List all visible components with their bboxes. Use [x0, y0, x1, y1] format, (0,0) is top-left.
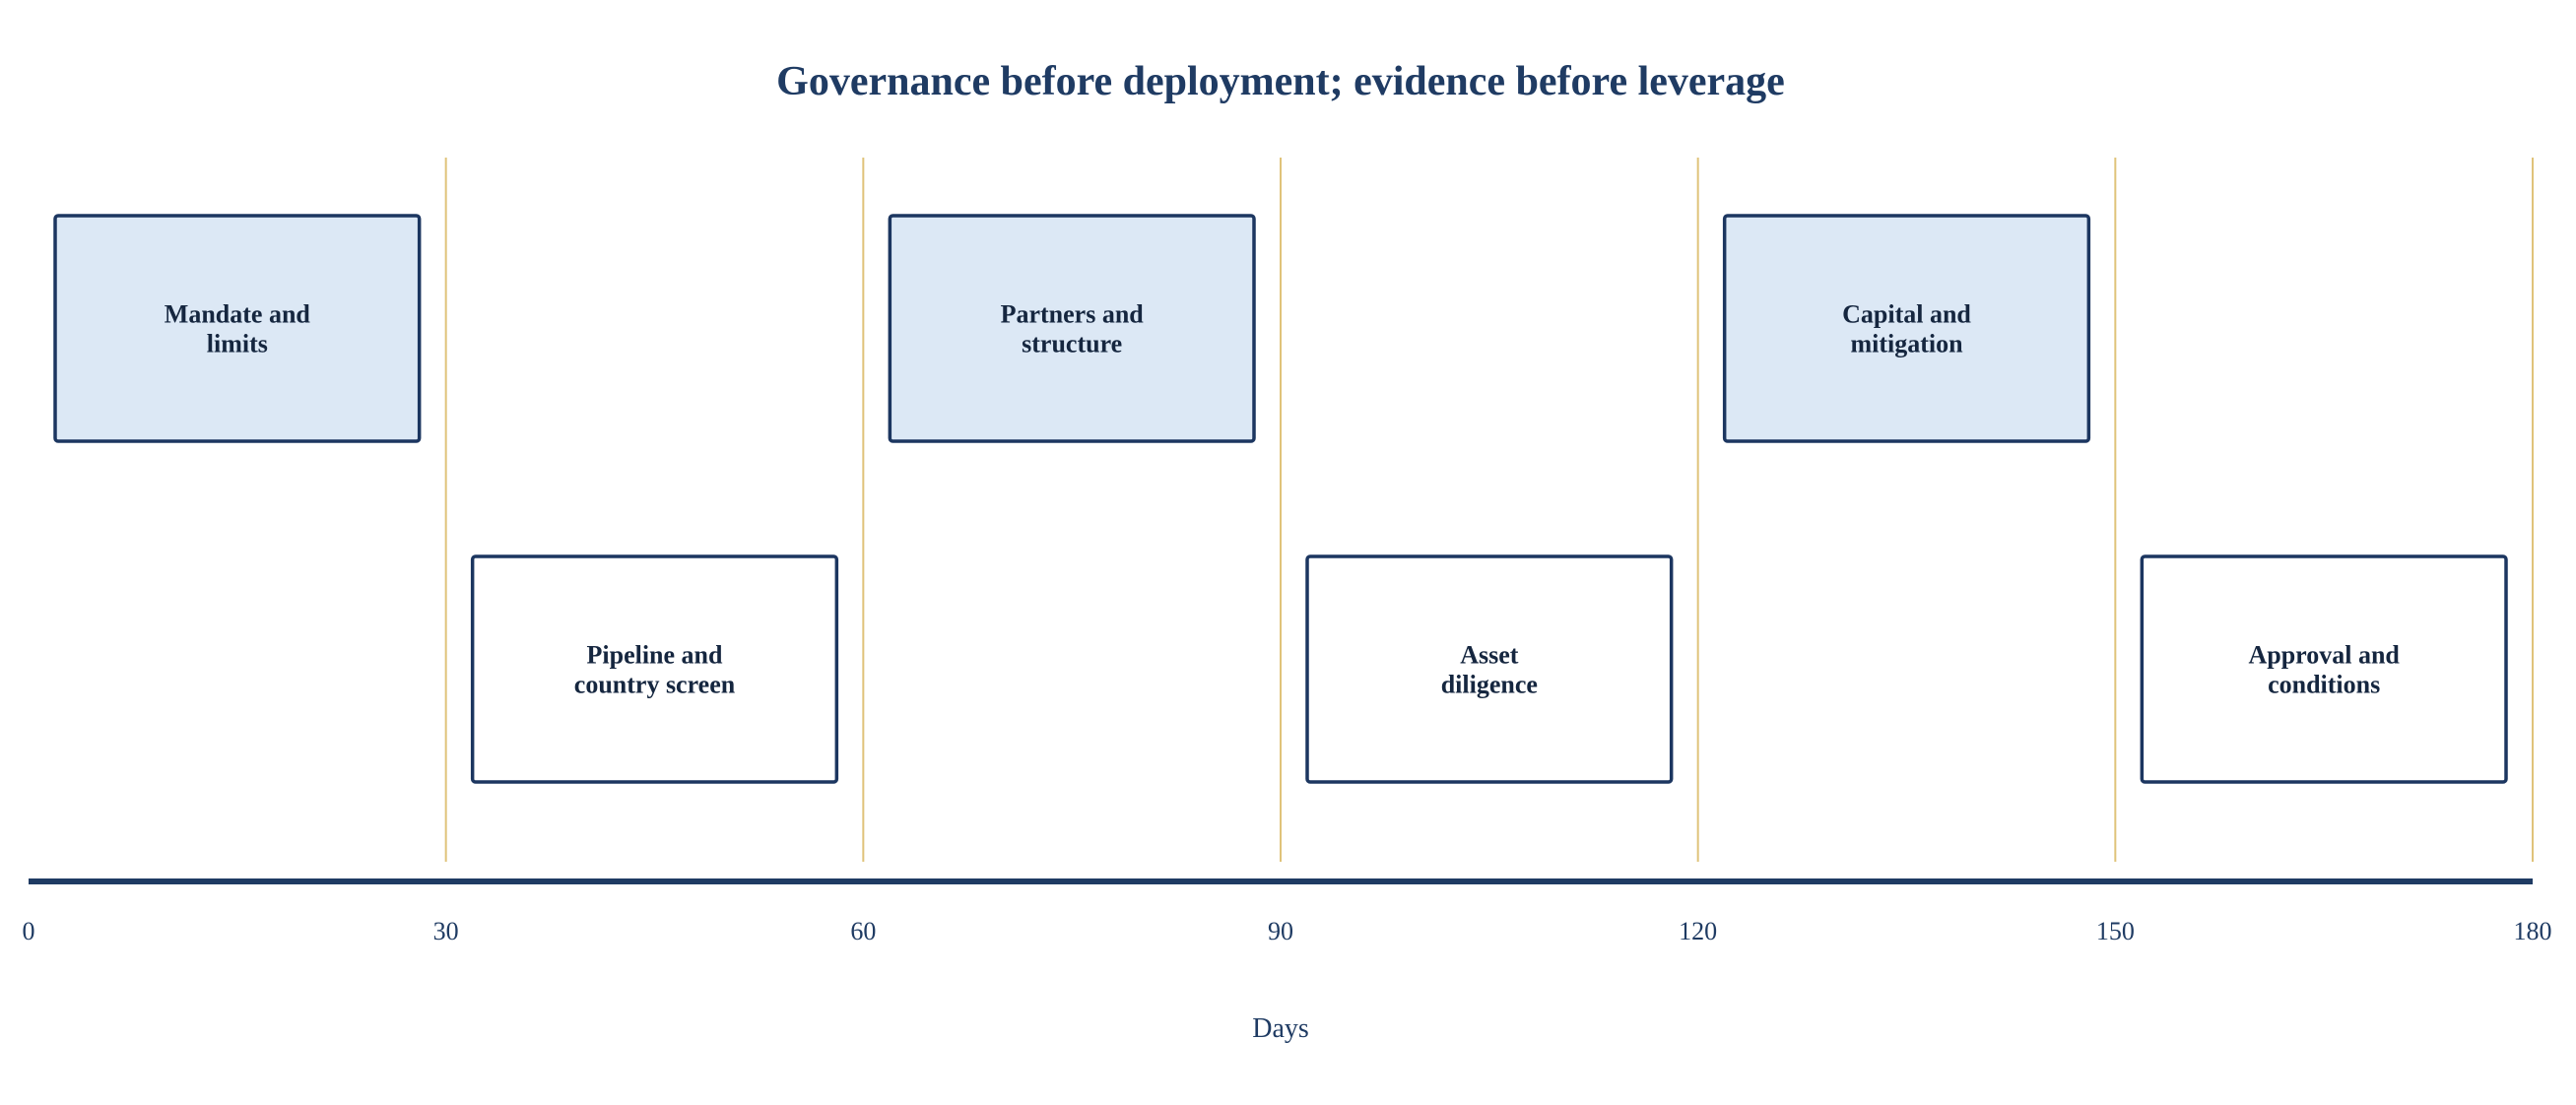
phase-label-line: limits: [207, 330, 268, 358]
x-tick-label: 150: [2096, 917, 2135, 945]
phase-dividers: [444, 158, 2534, 862]
x-tick-label: 60: [850, 917, 876, 945]
phase-label: Approval and conditions: [2248, 641, 2400, 699]
chart-title: Governance before deployment; evidence b…: [776, 59, 1785, 104]
phase-box: Mandate and limits: [53, 214, 422, 443]
phase-rect: [1305, 554, 1674, 784]
phase-rect: [1722, 214, 2091, 443]
phase-label-line: structure: [1022, 330, 1122, 358]
phase-box: Capital and mitigation: [1722, 214, 2091, 443]
phase-label-line: conditions: [2268, 671, 2380, 699]
x-tick-label: 30: [433, 917, 459, 945]
phase-label: Capital and mitigation: [1842, 300, 1971, 358]
phase-box: Partners and structure: [888, 214, 1256, 443]
phase-box: Pipeline and country screen: [470, 554, 839, 784]
x-axis-tick-labels: 0 30 60 90 120 150 180: [23, 917, 2552, 945]
phase-label-line: Approval and: [2248, 641, 2400, 670]
phase-rect: [53, 214, 422, 443]
phase-label-line: mitigation: [1850, 330, 1963, 358]
phase-label: Mandate and limits: [165, 300, 311, 358]
phase-label-line: Capital and: [1842, 300, 1971, 329]
phase-label-line: Pipeline and: [587, 641, 724, 670]
x-tick-label: 0: [23, 917, 35, 945]
x-tick-label: 120: [1679, 917, 1717, 945]
phase-label-line: country screen: [574, 671, 736, 699]
phase-label-line: Partners and: [1001, 300, 1145, 329]
phase-label: Asset diligence: [1441, 641, 1538, 699]
x-tick-label: 90: [1268, 917, 1293, 945]
phase-rect: [470, 554, 839, 784]
x-axis-label: Days: [1252, 1013, 1309, 1044]
phase-label: Partners and structure: [1001, 300, 1145, 358]
phase-label-line: Asset: [1460, 641, 1519, 670]
phase-label: Pipeline and country screen: [574, 641, 736, 699]
phase-label-line: Mandate and: [165, 300, 311, 329]
phase-rect: [888, 214, 1256, 443]
phase-boxes: Mandate and limits Pipeline and country scr…: [53, 214, 2508, 784]
x-tick-label: 180: [2514, 917, 2552, 945]
phase-rect: [2140, 554, 2508, 784]
phase-box: Approval and conditions: [2140, 554, 2508, 784]
phase-box: Asset diligence: [1305, 554, 1674, 784]
phase-label-line: diligence: [1441, 671, 1538, 699]
